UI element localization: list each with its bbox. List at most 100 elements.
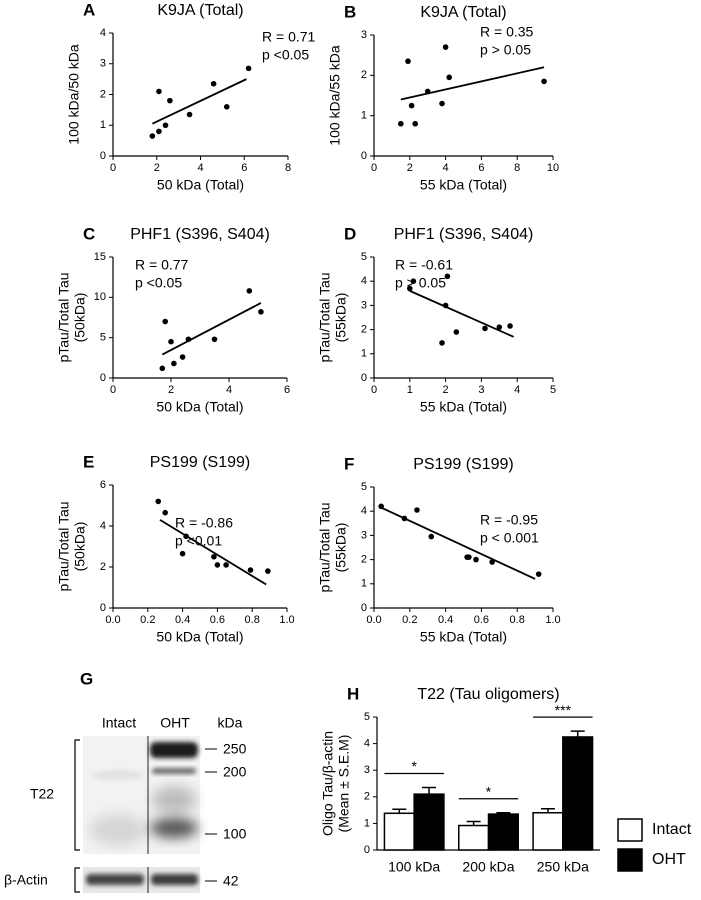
y-tick-label: 2 [100,561,106,573]
y-tick-label: 4 [100,27,106,39]
error-bar [466,820,481,826]
error-bar [496,812,511,815]
point [424,88,431,95]
y-tick-label: 1 [361,110,367,122]
y-tick-label: 1 [100,119,106,131]
point [223,104,230,110]
point [185,336,192,343]
y-tick-label: 2 [361,554,367,566]
x-tick-label: 0.2 [140,614,155,626]
x-tick-label: 0.6 [210,614,225,626]
panel-letter: H [347,684,359,703]
chart-title: K9JA (Total) [420,4,506,21]
point [156,88,162,95]
y-axis-label: (50kDa) [72,293,88,343]
annotation: p <0.01 [175,533,222,549]
blot-panel: G Intact OHT kDa T22 β-Actin 250 200 100… [4,669,247,893]
x-tick-label: 0 [371,162,377,174]
x-tick-label: 0.2 [402,614,417,626]
point [535,571,542,577]
blot-smear [92,770,144,780]
blot-band [152,768,196,774]
annotation: R = 0.35 [480,24,534,40]
bar [487,813,519,851]
y-tick-label: 1 [361,578,367,590]
panel-letter: A [83,0,95,19]
bracket [74,867,80,893]
x-tick-label: 4 [226,384,232,396]
marker-label: 250 [223,741,247,757]
point [265,568,271,574]
y-axis-label: (50kDa) [72,522,88,572]
y-tick-label: 6 [100,479,106,491]
point [410,278,417,285]
point [446,74,452,81]
chart-title: PHF1 (S396, S404) [130,226,270,243]
y-tick-label: 3 [361,529,367,541]
point [211,336,218,343]
point [186,111,193,118]
panel-letter: G [80,669,93,688]
point [378,503,384,510]
point [210,80,217,87]
y-axis-label: pTau/Total Tau [56,272,72,362]
y-tick-label: 0 [100,602,106,614]
y-tick-label: 0 [361,372,367,384]
annotation: p <0.05 [135,275,182,291]
loading-control-label: β-Actin [4,872,48,888]
point [171,360,177,367]
error-bar [422,786,437,795]
y-tick-label: 3 [361,29,367,41]
x-axis-label: 55 kDa (Total) [420,399,507,415]
point [162,122,169,129]
point [149,133,156,139]
point [466,554,472,560]
x-tick-label: 1.0 [545,614,560,626]
x-tick-label: 6 [284,384,290,396]
y-axis-label: pTau/Total Tau [56,501,72,591]
y-tick-label: 4 [100,520,106,532]
y-tick-label: 0 [361,150,367,162]
point [179,550,186,557]
y-tick-label: 4 [361,275,367,287]
point [223,562,229,568]
x-tick-label: 6 [241,162,247,174]
marker-label: 42 [223,873,239,889]
x-axis-label: 50 kDa (Total) [157,177,244,193]
point [401,515,408,522]
chart-title: T22 (Tau oligomers) [417,686,559,703]
y-tick-label: 3 [364,764,370,776]
bar [413,793,445,851]
x-tick-label: 1.0 [279,614,294,626]
fit-line [151,78,247,125]
bar [562,736,594,851]
error-bar [540,808,555,813]
blot-smear [90,814,146,846]
fit-line [400,66,545,101]
point [179,354,186,360]
y-tick-label: 0 [100,372,106,384]
x-tick-label: 0 [110,162,116,174]
chart-title: PS199 (S199) [413,456,514,473]
x-tick-label: 0 [110,384,116,396]
blot-band [86,874,144,885]
x-tick-label: 6 [478,162,484,174]
point [444,273,451,280]
x-tick-label: 2 [154,162,160,174]
point [405,58,411,65]
point [414,507,420,513]
point [507,323,513,329]
point [398,120,404,127]
annotation: p < 0.001 [480,530,539,546]
fit-line [409,290,514,338]
y-tick-label: 5 [100,332,106,344]
y-axis-label: (Mean ± S.E.M) [336,735,352,833]
significance-label: * [486,783,492,799]
bar [383,812,415,851]
y-tick-label: 2 [361,324,367,336]
x-tick-label: 10 [547,162,559,174]
blot-band [151,874,198,885]
y-tick-label: 3 [100,58,106,70]
bar [458,824,490,851]
